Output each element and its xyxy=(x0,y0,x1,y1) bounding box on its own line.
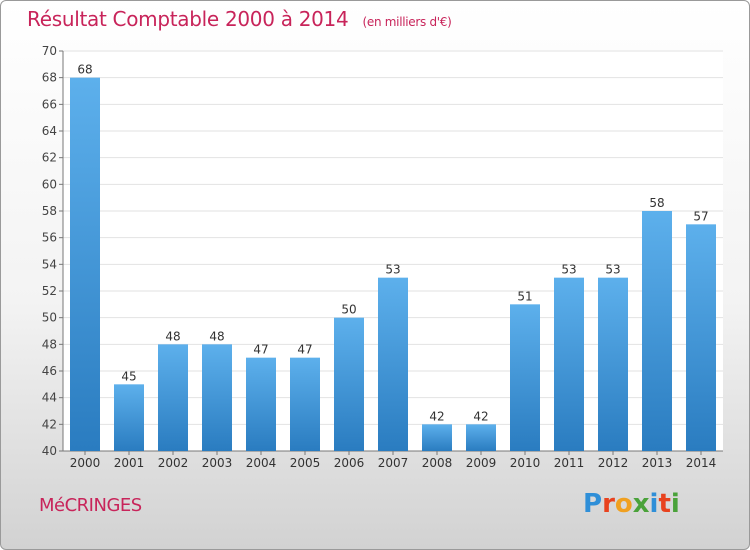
bar-data-label: 53 xyxy=(385,263,400,277)
x-tick-label: 2013 xyxy=(642,456,673,470)
y-tick-label: 46 xyxy=(42,364,57,378)
logo-letter: x xyxy=(632,489,650,519)
y-tick-label: 60 xyxy=(42,177,57,191)
bar xyxy=(642,211,672,451)
bar xyxy=(686,224,716,451)
bar-data-label: 57 xyxy=(693,209,708,223)
y-tick-label: 62 xyxy=(42,151,57,165)
y-tick-label: 52 xyxy=(42,284,57,298)
x-tick-label: 2007 xyxy=(378,456,409,470)
chart-title: Résultat Comptable 2000 à 2014 (en milli… xyxy=(27,7,452,31)
y-tick-label: 44 xyxy=(42,391,57,405)
bar-data-label: 42 xyxy=(473,409,488,423)
x-tick-label: 2012 xyxy=(598,456,629,470)
x-tick-label: 2006 xyxy=(334,456,365,470)
bar xyxy=(378,277,408,451)
bar xyxy=(510,304,540,451)
bar xyxy=(554,277,584,451)
logo-letter: i xyxy=(670,489,680,519)
x-tick-label: 2010 xyxy=(510,456,541,470)
y-tick-label: 66 xyxy=(42,97,57,111)
chart-title-text: Résultat Comptable 2000 à 2014 xyxy=(27,7,349,31)
bar-data-label: 42 xyxy=(429,409,444,423)
x-tick-label: 2008 xyxy=(422,456,453,470)
bar-data-label: 47 xyxy=(253,343,268,357)
bar-data-label: 47 xyxy=(297,343,312,357)
x-tick-label: 2001 xyxy=(114,456,145,470)
logo-letter: i xyxy=(649,489,659,519)
bar xyxy=(466,424,496,451)
y-tick-label: 54 xyxy=(42,257,57,271)
bar xyxy=(334,317,364,451)
bar xyxy=(422,424,452,451)
bar xyxy=(246,357,276,451)
x-tick-label: 2011 xyxy=(554,456,585,470)
y-tick-label: 56 xyxy=(42,231,57,245)
logo-letter: o xyxy=(614,489,633,519)
x-tick-label: 2003 xyxy=(202,456,233,470)
bar-data-label: 45 xyxy=(121,369,136,383)
logo-letter: P xyxy=(583,489,603,519)
proxiti-logo: Proxiti xyxy=(583,489,680,519)
bar-data-label: 48 xyxy=(165,329,180,343)
bar-data-label: 50 xyxy=(341,303,356,317)
bar xyxy=(158,344,188,451)
x-tick-label: 2000 xyxy=(70,456,101,470)
x-tick-label: 2005 xyxy=(290,456,321,470)
chart-unit: (en milliers d'€) xyxy=(362,15,452,29)
y-tick-label: 70 xyxy=(42,44,57,58)
bar xyxy=(70,77,100,452)
bar-data-label: 53 xyxy=(605,263,620,277)
commune-name: MéCRINGES xyxy=(39,495,142,516)
x-tick-label: 2014 xyxy=(686,456,717,470)
bar-data-label: 58 xyxy=(649,196,664,210)
bar-data-label: 53 xyxy=(561,263,576,277)
y-tick-label: 64 xyxy=(42,124,57,138)
y-tick-label: 42 xyxy=(42,417,57,431)
x-tick-label: 2009 xyxy=(466,456,497,470)
y-tick-label: 50 xyxy=(42,311,57,325)
y-tick-label: 48 xyxy=(42,337,57,351)
x-tick-label: 2004 xyxy=(246,456,277,470)
bar xyxy=(114,384,144,451)
x-tick-label: 2002 xyxy=(158,456,189,470)
logo-letter: r xyxy=(602,489,615,519)
y-tick-label: 40 xyxy=(42,444,57,458)
bar-data-label: 48 xyxy=(209,329,224,343)
bar xyxy=(290,357,320,451)
bar-data-label: 68 xyxy=(77,63,92,77)
y-tick-label: 68 xyxy=(42,71,57,85)
logo-letter: t xyxy=(658,489,671,519)
y-tick-label: 58 xyxy=(42,204,57,218)
bar xyxy=(598,277,628,451)
bar xyxy=(202,344,232,451)
bar-data-label: 51 xyxy=(517,289,532,303)
